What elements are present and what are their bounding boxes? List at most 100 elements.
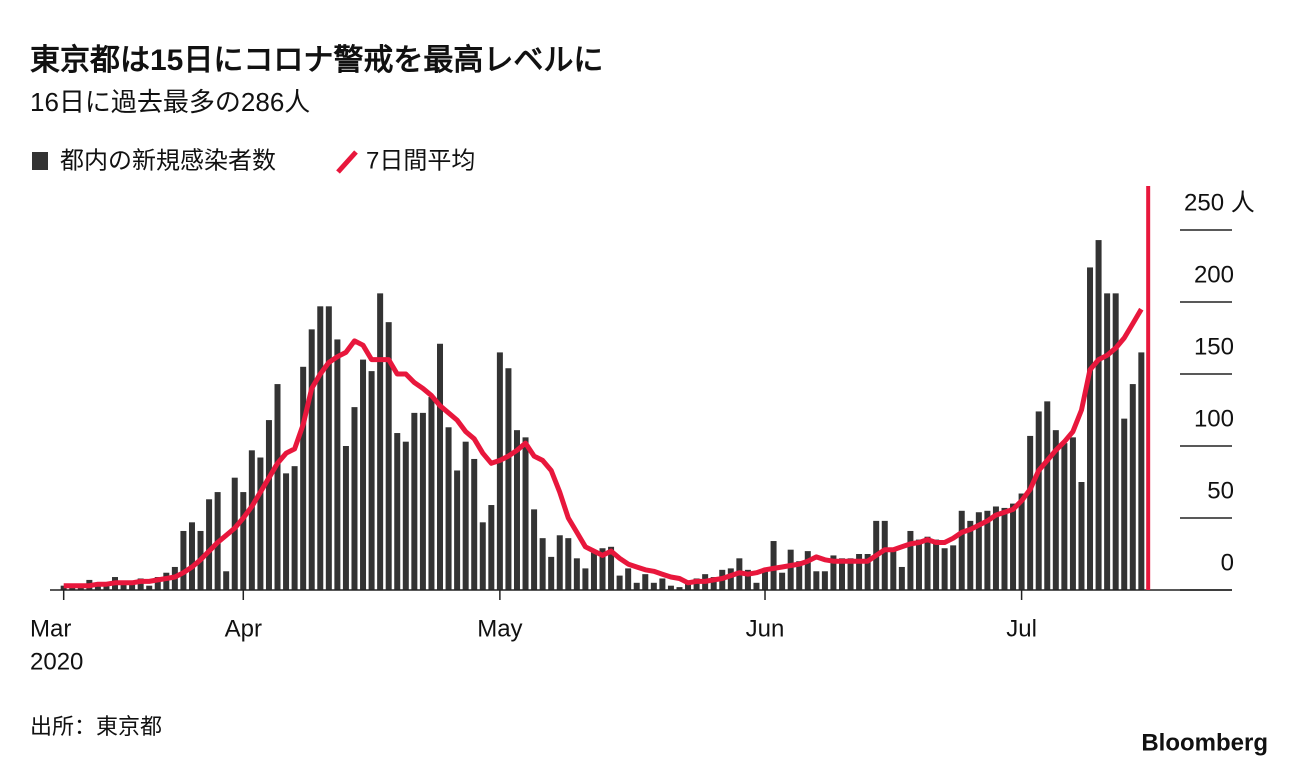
bar (437, 343, 444, 590)
bar (787, 549, 794, 590)
y-tick-label: 100 (1194, 405, 1234, 432)
bar (548, 556, 555, 590)
bar (274, 384, 281, 590)
bar (300, 366, 307, 590)
bar (394, 433, 401, 590)
bar (1061, 443, 1068, 590)
bar (163, 572, 170, 590)
brand-logo: Bloomberg (1141, 729, 1268, 756)
bar (283, 473, 290, 590)
bar (479, 522, 486, 590)
bar (582, 568, 589, 590)
bar (94, 584, 101, 590)
bar (573, 558, 580, 590)
x-tick-label: Jul (1006, 615, 1037, 642)
legend-swatch (336, 150, 358, 174)
bar (992, 506, 999, 590)
bar (633, 582, 640, 590)
bar (539, 538, 546, 590)
x-year-label: 2020 (30, 648, 83, 675)
x-tick-label: May (477, 615, 522, 642)
bar (659, 578, 666, 590)
bar (1069, 437, 1076, 590)
x-tick-label: Jun (746, 615, 785, 642)
bar (710, 577, 717, 590)
bar (146, 585, 153, 590)
bar (770, 541, 777, 590)
bar (1052, 430, 1059, 590)
bar (984, 510, 991, 590)
bar (1010, 503, 1017, 590)
y-tick-label: 50 (1207, 477, 1234, 504)
bar (454, 470, 461, 590)
bar (1018, 493, 1025, 590)
bar (1001, 507, 1008, 590)
bar (325, 306, 332, 590)
bar (804, 551, 811, 590)
bar (950, 545, 957, 590)
line (63, 307, 1144, 589)
bar (257, 457, 264, 590)
bar (1138, 352, 1145, 590)
bar (625, 568, 632, 590)
bar (744, 569, 751, 590)
bar (753, 582, 760, 590)
bar (727, 568, 734, 590)
bar (608, 546, 615, 590)
bar (975, 512, 982, 590)
bar (1044, 401, 1051, 590)
bar (967, 520, 974, 590)
bar (1087, 267, 1094, 590)
bar (154, 577, 161, 590)
bar (231, 477, 238, 590)
bar (924, 536, 931, 590)
bar (881, 520, 888, 590)
x-tick-label: Apr (225, 615, 262, 642)
bar (907, 530, 914, 590)
bar (308, 329, 315, 590)
bar (462, 441, 469, 590)
bar (120, 582, 127, 590)
legend-swatch (32, 152, 48, 170)
bar (933, 539, 940, 590)
bar (1112, 293, 1119, 590)
bar (137, 578, 144, 590)
bar (223, 571, 230, 590)
bar (856, 554, 863, 590)
bar (1129, 384, 1136, 590)
bar (556, 535, 563, 590)
bar (240, 492, 247, 590)
legend-label: 都内の新規感染者数 (60, 147, 276, 174)
bar (385, 322, 392, 590)
bar (428, 397, 435, 590)
bar (1035, 411, 1042, 590)
bar (830, 555, 837, 590)
legend-label: 7日間平均 (366, 147, 475, 174)
bar (898, 566, 905, 590)
bar (590, 552, 597, 590)
bar (291, 466, 298, 590)
bar (958, 510, 965, 590)
bar (129, 581, 136, 590)
bar (505, 368, 512, 590)
y-tick-label: 250 人 (1184, 189, 1255, 216)
bar (531, 509, 538, 590)
bar (838, 558, 845, 590)
bar (650, 582, 657, 590)
bar (890, 551, 897, 590)
bar (779, 572, 786, 590)
bar (1104, 293, 1111, 590)
bar (667, 585, 674, 590)
bar (334, 339, 341, 590)
bar (377, 293, 384, 590)
bar (565, 538, 572, 590)
bar (1027, 435, 1034, 590)
bar (513, 430, 520, 590)
y-tick-label: 0 (1221, 549, 1234, 576)
bar (847, 558, 854, 590)
bar (317, 306, 324, 590)
bar (941, 548, 948, 590)
bar (103, 585, 110, 590)
bar (642, 574, 649, 590)
